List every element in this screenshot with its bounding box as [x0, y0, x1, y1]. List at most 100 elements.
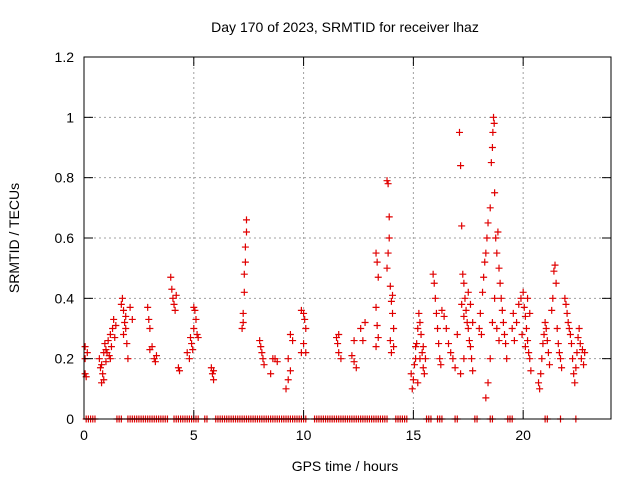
- data-point: [105, 352, 113, 360]
- data-point: [491, 189, 499, 197]
- data-point: [302, 325, 310, 332]
- data-point: [466, 343, 474, 351]
- data-point: [566, 331, 574, 339]
- data-point: [123, 340, 131, 348]
- data-point: [415, 309, 423, 317]
- data-point: [284, 376, 292, 384]
- data-point: [565, 325, 573, 332]
- data-point: [431, 294, 439, 302]
- data-point: [384, 180, 392, 188]
- data-point: [535, 379, 543, 387]
- data-point: [521, 312, 529, 320]
- data-point: [240, 288, 248, 296]
- data-point: [437, 361, 445, 369]
- data-point: [383, 177, 391, 185]
- data-point: [434, 325, 442, 332]
- y-tick-label: 0.8: [55, 170, 75, 186]
- data-point: [435, 340, 443, 348]
- data-point: [384, 249, 392, 257]
- chart-title: Day 170 of 2023, SRMTID for receiver lha…: [211, 19, 479, 35]
- data-point: [210, 376, 218, 384]
- data-point: [513, 318, 521, 326]
- data-point: [581, 349, 589, 357]
- data-point: [117, 300, 125, 308]
- data-point: [554, 340, 562, 348]
- data-point: [436, 355, 444, 363]
- y-tick-label: 1: [66, 109, 74, 125]
- data-point: [553, 325, 561, 332]
- data-point: [414, 379, 422, 387]
- data-point: [111, 334, 119, 342]
- data-point: [168, 285, 176, 293]
- data-point: [374, 273, 382, 281]
- data-point: [190, 303, 198, 311]
- data-point: [429, 270, 437, 278]
- data-point: [486, 355, 494, 363]
- data-point: [457, 162, 465, 170]
- data-point: [518, 331, 526, 339]
- data-point: [558, 364, 566, 372]
- data-point: [468, 355, 476, 363]
- data-point: [389, 291, 397, 299]
- data-point: [576, 340, 584, 348]
- data-point: [551, 261, 559, 269]
- data-point: [430, 279, 438, 287]
- data-point: [541, 318, 549, 326]
- data-point: [445, 340, 453, 348]
- data-point: [256, 337, 264, 345]
- data-point: [260, 361, 268, 369]
- data-point: [536, 385, 544, 393]
- data-point: [208, 370, 216, 378]
- x-axis-title: GPS time / hours: [292, 458, 399, 474]
- data-point: [419, 364, 427, 372]
- data-point: [460, 312, 468, 320]
- data-point: [495, 264, 503, 272]
- data-point: [563, 309, 571, 317]
- data-point: [527, 367, 535, 375]
- data-point: [477, 331, 485, 339]
- data-point: [267, 370, 275, 378]
- data-point: [100, 376, 108, 384]
- data-point: [461, 294, 469, 302]
- data-point: [120, 306, 128, 314]
- data-point: [418, 349, 426, 357]
- data-point: [492, 234, 500, 242]
- data-point: [146, 346, 154, 354]
- data-point: [460, 355, 468, 363]
- data-point: [286, 367, 294, 375]
- data-point: [543, 337, 551, 345]
- data-point: [484, 219, 492, 227]
- y-tick-label: 0: [66, 411, 74, 427]
- data-point: [488, 318, 496, 326]
- data-point: [572, 364, 580, 372]
- data-point: [189, 346, 197, 354]
- data-point: [106, 355, 114, 363]
- data-point: [571, 379, 579, 387]
- data-point: [145, 315, 153, 323]
- data-point: [457, 370, 465, 378]
- data-point: [449, 355, 457, 363]
- x-tick-label: 20: [515, 427, 531, 443]
- data-point: [460, 279, 468, 287]
- data-point: [476, 309, 484, 317]
- data-point: [432, 309, 440, 317]
- data-point: [569, 355, 577, 363]
- data-point: [521, 343, 529, 351]
- data-point: [361, 318, 369, 326]
- data-point: [451, 364, 459, 372]
- data-point: [469, 318, 477, 326]
- data-point: [490, 119, 498, 127]
- data-point: [240, 270, 248, 278]
- axis-ticks: 0 0.2 0.4 0.6 0.8 1 1.2 0 5 10 15 20: [55, 49, 611, 443]
- data-point: [417, 331, 425, 339]
- x-tick-label: 0: [80, 427, 88, 443]
- data-point: [83, 349, 91, 357]
- data-point: [389, 309, 397, 317]
- data-point: [372, 249, 380, 257]
- data-point: [194, 334, 202, 342]
- data-point: [242, 228, 250, 236]
- plot-frame: [83, 56, 612, 420]
- data-point: [562, 300, 570, 308]
- data-point: [273, 358, 281, 366]
